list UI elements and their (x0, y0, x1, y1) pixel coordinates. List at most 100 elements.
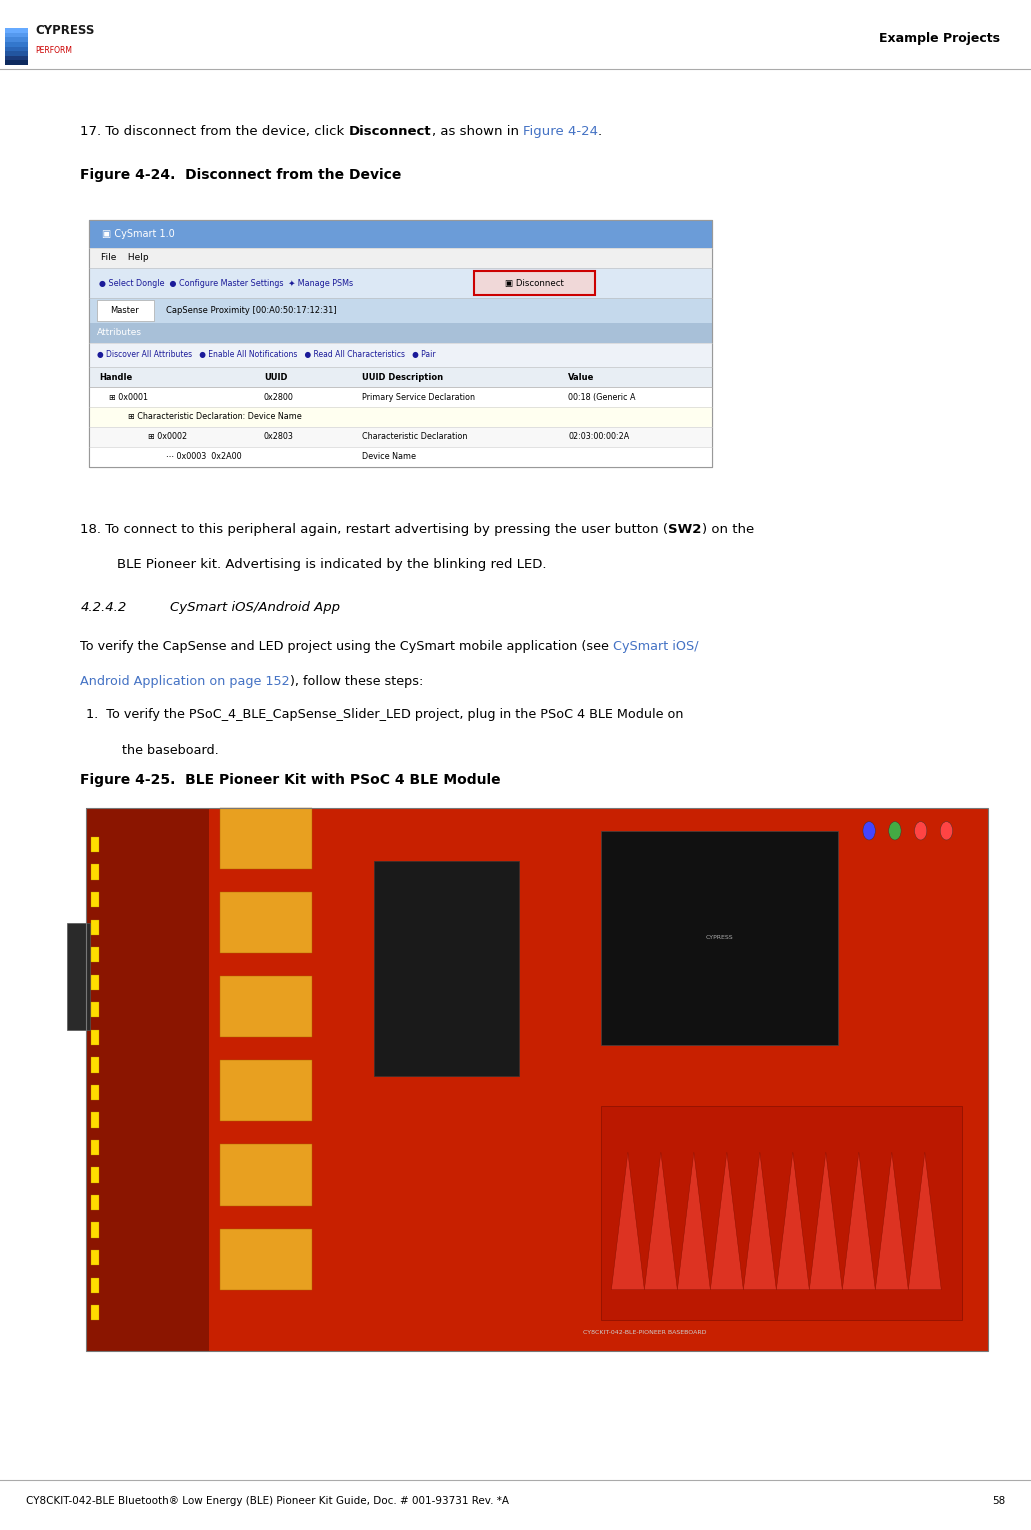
Bar (91, 1085, 99, 1100)
Text: File    Help: File Help (101, 254, 148, 262)
Text: 00:18 (Generic A: 00:18 (Generic A (568, 393, 635, 401)
Bar (220, 1060, 312, 1121)
Bar (5, 43, 28, 47)
Bar (601, 831, 838, 1045)
Bar (89, 248, 712, 268)
Bar (97, 300, 154, 321)
Bar (89, 220, 712, 467)
Text: 58: 58 (992, 1496, 1005, 1507)
Bar (5, 34, 28, 37)
Polygon shape (611, 1152, 644, 1290)
Polygon shape (743, 1152, 776, 1290)
Polygon shape (644, 1152, 677, 1290)
Text: CYPRESS: CYPRESS (35, 24, 95, 37)
Bar (91, 864, 99, 880)
Text: Master: Master (110, 306, 139, 315)
Circle shape (940, 822, 953, 840)
Text: CYPRESS: CYPRESS (706, 935, 733, 941)
Polygon shape (809, 1152, 842, 1290)
Text: 0x2800: 0x2800 (264, 393, 294, 401)
Text: Handle: Handle (99, 373, 132, 381)
Bar (89, 298, 712, 323)
Text: BLE Pioneer kit. Advertising is indicated by the blinking red LED.: BLE Pioneer kit. Advertising is indicate… (117, 558, 546, 571)
Text: To verify the CapSense and LED project using the CySmart mobile application (see: To verify the CapSense and LED project u… (80, 640, 613, 652)
Bar (91, 1250, 99, 1265)
FancyBboxPatch shape (474, 271, 595, 295)
Bar (89, 427, 712, 447)
Bar (86, 808, 988, 1351)
Polygon shape (842, 1152, 875, 1290)
Text: 18. To connect to this peripheral again, restart advertising by pressing the use: 18. To connect to this peripheral again,… (80, 523, 668, 535)
Bar (91, 837, 99, 852)
Circle shape (863, 822, 875, 840)
Text: .: . (598, 125, 602, 138)
Text: ▣ CySmart 1.0: ▣ CySmart 1.0 (102, 230, 175, 239)
Text: SW2: SW2 (668, 523, 702, 535)
Text: ● Select Dongle  ● Configure Master Settings  ✦ Manage PSMs: ● Select Dongle ● Configure Master Setti… (99, 278, 353, 288)
Text: 1.  To verify the PSoC_4_BLE_CapSense_Slider_LED project, plug in the PSoC 4 BLE: 1. To verify the PSoC_4_BLE_CapSense_Sli… (86, 708, 684, 721)
Bar (220, 808, 312, 869)
Text: PERFORM: PERFORM (35, 46, 72, 55)
Text: Figure 4-24: Figure 4-24 (523, 125, 598, 138)
Text: ⋯ 0x0003  0x2A00: ⋯ 0x0003 0x2A00 (166, 453, 241, 461)
Bar (91, 1167, 99, 1183)
Bar (91, 1305, 99, 1320)
Bar (0, 0, 175, 69)
Polygon shape (875, 1152, 908, 1290)
Text: 17. To disconnect from the device, click: 17. To disconnect from the device, click (80, 125, 348, 138)
Text: Example Projects: Example Projects (879, 32, 1000, 44)
Text: Disconnect: Disconnect (348, 125, 432, 138)
Bar (5, 38, 28, 43)
Text: Primary Service Declaration: Primary Service Declaration (362, 393, 475, 401)
Text: 02:03:00:00:2A: 02:03:00:00:2A (568, 433, 629, 441)
Bar (89, 447, 712, 467)
Text: Android Application on page 152: Android Application on page 152 (80, 675, 290, 687)
Text: Device Name: Device Name (362, 453, 415, 461)
Bar (67, 923, 90, 1030)
Bar (91, 1112, 99, 1128)
Text: UUID Description: UUID Description (362, 373, 443, 381)
Polygon shape (710, 1152, 743, 1290)
Polygon shape (677, 1152, 710, 1290)
Text: Attributes: Attributes (97, 329, 142, 337)
Polygon shape (776, 1152, 809, 1290)
Bar (601, 1106, 962, 1320)
Bar (91, 947, 99, 962)
Bar (89, 387, 712, 407)
Bar (89, 220, 712, 248)
Bar (220, 1144, 312, 1206)
Bar (5, 60, 28, 64)
Bar (220, 892, 312, 953)
Text: CapSense Proximity [00:A0:50:17:12:31]: CapSense Proximity [00:A0:50:17:12:31] (166, 306, 336, 315)
Text: CySmart iOS/: CySmart iOS/ (613, 640, 699, 652)
Bar (5, 47, 28, 50)
Bar (91, 1278, 99, 1293)
Text: Value: Value (568, 373, 595, 381)
Text: the baseboard.: the baseboard. (122, 744, 219, 756)
Text: 4.2.4.2: 4.2.4.2 (80, 601, 127, 614)
Bar (91, 1195, 99, 1210)
Bar (86, 808, 209, 1351)
Text: ▣ Disconnect: ▣ Disconnect (505, 278, 564, 288)
Circle shape (914, 822, 927, 840)
Bar (91, 1057, 99, 1073)
Bar (89, 268, 712, 298)
Text: ), follow these steps:: ), follow these steps: (290, 675, 424, 687)
Text: 0x2803: 0x2803 (264, 433, 294, 441)
Text: Characteristic Declaration: Characteristic Declaration (362, 433, 467, 441)
Text: UUID: UUID (264, 373, 288, 381)
Text: ● Discover All Attributes   ● Enable All Notifications   ● Read All Characterist: ● Discover All Attributes ● Enable All N… (97, 350, 435, 360)
Bar (91, 1002, 99, 1017)
Bar (91, 1222, 99, 1238)
Bar (89, 407, 712, 427)
Bar (89, 367, 712, 387)
Text: , as shown in: , as shown in (432, 125, 523, 138)
Bar (374, 861, 519, 1076)
Text: ⊞ Characteristic Declaration: Device Name: ⊞ Characteristic Declaration: Device Nam… (128, 413, 302, 421)
Text: CySmart iOS/Android App: CySmart iOS/Android App (170, 601, 340, 614)
Bar (89, 343, 712, 367)
Text: ) on the: ) on the (702, 523, 754, 535)
Bar (91, 892, 99, 907)
Circle shape (889, 822, 901, 840)
Bar (91, 1030, 99, 1045)
